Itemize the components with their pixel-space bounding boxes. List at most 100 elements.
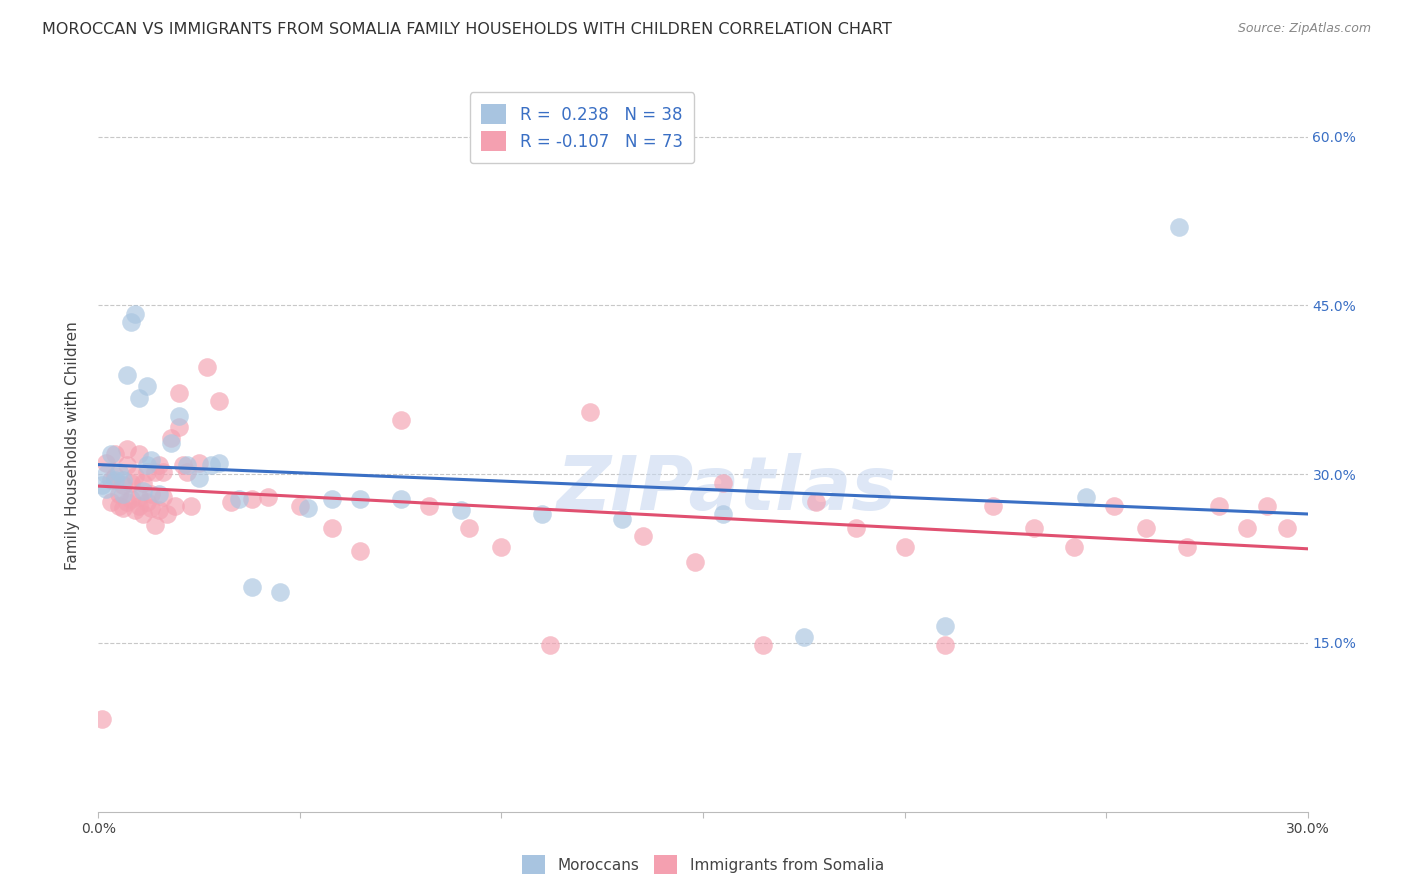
- Point: [124, 503, 146, 517]
- Point: [1022, 521, 1045, 535]
- Point: [107, 487, 129, 501]
- Point: [389, 491, 412, 506]
- Point: [135, 379, 157, 393]
- Point: [845, 521, 868, 535]
- Point: [148, 487, 170, 501]
- Point: [208, 394, 231, 409]
- Point: [91, 478, 114, 492]
- Point: [240, 580, 263, 594]
- Point: [139, 452, 162, 467]
- Point: [176, 465, 198, 479]
- Point: [148, 503, 170, 517]
- Point: [103, 473, 125, 487]
- Point: [188, 470, 211, 484]
- Point: [107, 465, 129, 479]
- Point: [228, 491, 250, 506]
- Point: [458, 521, 481, 535]
- Point: [1236, 521, 1258, 535]
- Point: [167, 420, 190, 434]
- Point: [389, 413, 412, 427]
- Point: [135, 465, 157, 479]
- Point: [91, 713, 114, 727]
- Point: [135, 495, 157, 509]
- Point: [321, 521, 343, 535]
- Point: [221, 495, 243, 509]
- Point: [128, 391, 150, 405]
- Point: [711, 507, 734, 521]
- Point: [321, 491, 343, 506]
- Text: Source: ZipAtlas.com: Source: ZipAtlas.com: [1237, 22, 1371, 36]
- Point: [103, 447, 125, 461]
- Point: [128, 447, 150, 461]
- Point: [450, 503, 472, 517]
- Point: [208, 456, 231, 470]
- Point: [120, 315, 142, 329]
- Point: [103, 469, 125, 483]
- Point: [111, 487, 134, 501]
- Y-axis label: Family Households with Children: Family Households with Children: [65, 322, 80, 570]
- Point: [132, 483, 155, 498]
- Point: [96, 456, 118, 470]
- Point: [804, 495, 827, 509]
- Point: [893, 541, 915, 555]
- Point: [132, 507, 155, 521]
- Point: [1256, 499, 1278, 513]
- Point: [683, 555, 706, 569]
- Point: [139, 500, 162, 515]
- Point: [115, 368, 138, 383]
- Point: [132, 476, 155, 491]
- Point: [180, 499, 202, 513]
- Point: [160, 435, 183, 450]
- Point: [631, 529, 654, 543]
- Point: [349, 543, 371, 558]
- Point: [934, 619, 956, 633]
- Point: [115, 442, 138, 457]
- Point: [96, 467, 118, 482]
- Point: [981, 499, 1004, 513]
- Point: [288, 499, 311, 513]
- Point: [124, 469, 146, 483]
- Point: [256, 490, 278, 504]
- Legend: R =  0.238   N = 38, R = -0.107   N = 73: R = 0.238 N = 38, R = -0.107 N = 73: [470, 92, 695, 163]
- Point: [115, 458, 138, 472]
- Point: [269, 585, 291, 599]
- Point: [188, 456, 211, 470]
- Point: [128, 490, 150, 504]
- Point: [152, 490, 174, 504]
- Legend: Moroccans, Immigrants from Somalia: Moroccans, Immigrants from Somalia: [516, 849, 890, 880]
- Point: [1277, 521, 1299, 535]
- Point: [128, 499, 150, 513]
- Point: [491, 541, 513, 555]
- Point: [111, 478, 134, 492]
- Point: [100, 495, 122, 509]
- Point: [1063, 541, 1085, 555]
- Point: [195, 360, 218, 375]
- Point: [240, 491, 263, 506]
- Point: [120, 476, 142, 491]
- Point: [418, 499, 440, 513]
- Point: [1175, 541, 1198, 555]
- Point: [160, 431, 183, 445]
- Point: [111, 500, 134, 515]
- Point: [297, 500, 319, 515]
- Point: [167, 409, 190, 423]
- Point: [167, 386, 190, 401]
- Point: [143, 465, 166, 479]
- Point: [135, 458, 157, 472]
- Point: [163, 499, 186, 513]
- Point: [934, 638, 956, 652]
- Point: [711, 476, 734, 491]
- Point: [538, 638, 561, 652]
- Point: [139, 487, 162, 501]
- Point: [100, 447, 122, 461]
- Point: [1102, 499, 1125, 513]
- Point: [1135, 521, 1157, 535]
- Point: [156, 507, 179, 521]
- Point: [349, 491, 371, 506]
- Point: [96, 482, 118, 496]
- Text: MOROCCAN VS IMMIGRANTS FROM SOMALIA FAMILY HOUSEHOLDS WITH CHILDREN CORRELATION : MOROCCAN VS IMMIGRANTS FROM SOMALIA FAMI…: [42, 22, 891, 37]
- Point: [612, 512, 634, 526]
- Point: [1074, 490, 1097, 504]
- Point: [752, 638, 775, 652]
- Point: [579, 405, 602, 419]
